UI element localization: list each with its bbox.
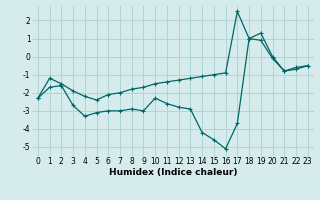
X-axis label: Humidex (Indice chaleur): Humidex (Indice chaleur) bbox=[108, 168, 237, 177]
